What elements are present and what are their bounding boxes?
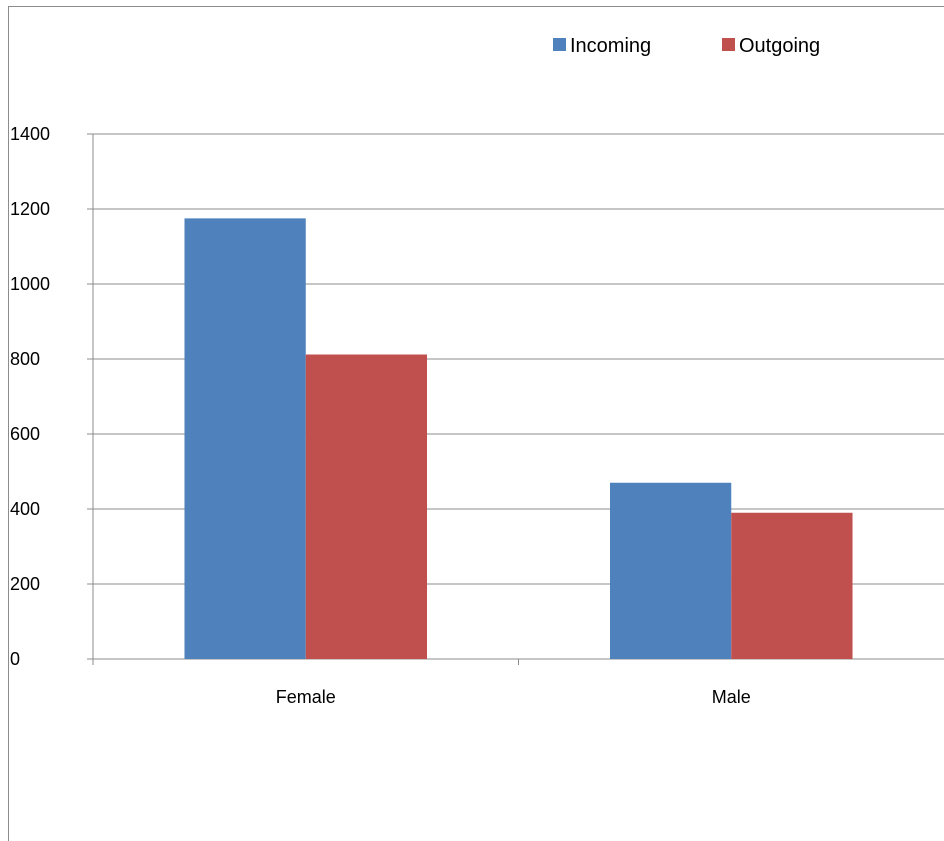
y-tick-label: 1200: [10, 199, 50, 219]
legend-label-outgoing: Outgoing: [739, 35, 820, 57]
legend-swatch-outgoing: [722, 38, 735, 51]
y-tick-label: 1400: [10, 124, 50, 144]
x-tick-labels: Female Male: [92, 659, 751, 707]
y-tick-label: 400: [10, 499, 40, 519]
bar-incoming-female: [184, 218, 306, 659]
y-tick-label: 800: [10, 349, 40, 369]
legend-swatch-incoming: [553, 38, 566, 51]
legend: Incoming Outgoing: [553, 35, 820, 57]
y-tick-labels: 0 200 400 600 800 1000 1200 1400: [10, 124, 50, 669]
bar-outgoing-male: [731, 512, 853, 659]
y-tick-label: 0: [10, 649, 20, 669]
legend-label-incoming: Incoming: [570, 35, 651, 57]
x-tick-label: Male: [712, 687, 751, 707]
bars: [184, 218, 853, 659]
bar-outgoing-female: [305, 354, 428, 659]
y-tick-label: 1000: [10, 274, 50, 294]
y-tick-label: 200: [10, 574, 40, 594]
y-tick-label: 600: [10, 424, 40, 444]
bar-incoming-male: [609, 482, 732, 659]
chart-frame: [8, 6, 944, 841]
x-tick-label: Female: [276, 687, 336, 707]
